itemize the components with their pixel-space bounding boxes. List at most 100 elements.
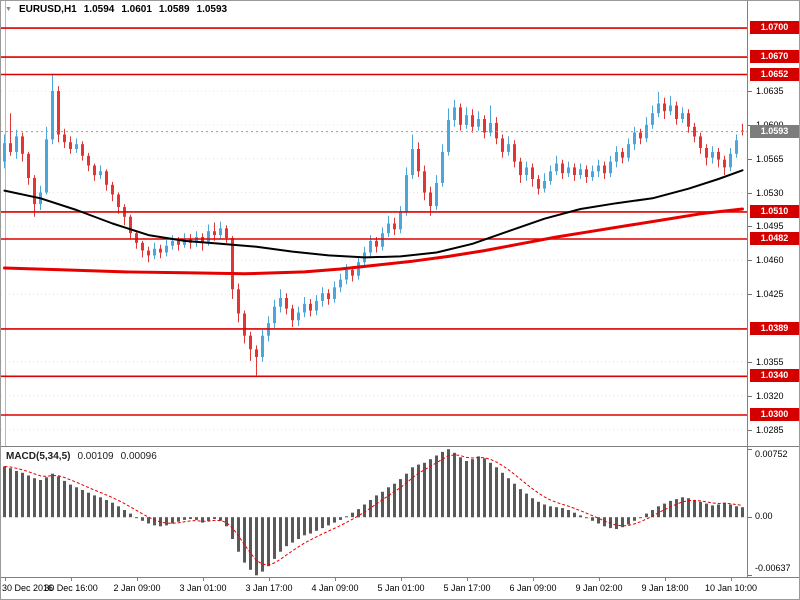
price-level-label: 1.0670 [750, 50, 799, 63]
candle [579, 169, 582, 176]
price-level-label: 1.0510 [750, 205, 799, 218]
candle [195, 237, 198, 243]
candle [537, 179, 540, 189]
candle [663, 103, 666, 112]
candle [453, 107, 456, 120]
macd-signal-value: 0.00096 [120, 451, 157, 462]
macd-histogram-bar [321, 517, 324, 529]
candle [669, 105, 672, 112]
candle [21, 136, 24, 154]
macd-histogram-bar [741, 507, 744, 518]
candle [441, 151, 444, 183]
candle [495, 122, 498, 139]
chevron-down-icon[interactable]: ▼ [5, 5, 12, 13]
macd-chart-canvas[interactable] [1, 447, 747, 577]
price-tick-mark [748, 91, 752, 92]
price-level-label: 1.0652 [750, 68, 799, 81]
time-axis[interactable]: 30 Dec 2016 30 Dec 16:00 2 Jan 09:00 3 Jan … [1, 578, 799, 599]
ohlc-close-value: 1.0593 [196, 4, 228, 15]
macd-histogram-bar [675, 499, 678, 518]
time-tick-mark [599, 578, 600, 581]
ma-red-line [3, 207, 744, 276]
candle [303, 303, 306, 313]
macd-histogram-bar [435, 455, 438, 518]
macd-histogram-bar [393, 483, 396, 518]
time-tick-mark [533, 578, 534, 581]
price-tick-label: 1.0285 [756, 425, 784, 435]
candle [543, 180, 546, 189]
candle [51, 91, 54, 140]
time-tick-mark [731, 578, 732, 581]
time-tick-mark [203, 578, 204, 581]
macd-tick-min: -0.00637 [755, 563, 791, 573]
macd-histogram-bar [63, 480, 66, 518]
macd-histogram-bar [237, 517, 240, 552]
candle [483, 119, 486, 133]
time-label: 10 Jan 10:00 [704, 583, 758, 593]
candle [33, 178, 36, 205]
price-tick-mark [748, 362, 752, 363]
macd-histogram-bar [273, 517, 276, 559]
macd-histogram-bar [57, 476, 60, 518]
macd-histogram-bar [549, 506, 552, 518]
macd-histogram-bar [261, 517, 264, 572]
time-label: 2 Jan 09:00 [113, 583, 161, 593]
macd-histogram-bar [603, 517, 606, 527]
macd-histogram-bar [579, 515, 582, 518]
macd-histogram-bar [729, 504, 732, 518]
candle [255, 349, 258, 357]
candle [549, 171, 552, 181]
candle [525, 167, 528, 176]
macd-histogram-bar [567, 510, 570, 518]
candle [261, 335, 264, 357]
macd-histogram-bar [519, 489, 522, 518]
macd-histogram-bar [441, 451, 444, 518]
candle [561, 163, 564, 174]
candle [117, 194, 120, 208]
macd-histogram-bar [657, 506, 660, 518]
macd-histogram-bar [345, 516, 348, 518]
macd-histogram-bar [459, 457, 462, 518]
current-price-label: 1.0593 [750, 125, 799, 138]
candle [45, 139, 48, 193]
candle [15, 136, 18, 152]
time-tick-mark [71, 578, 72, 581]
candle [657, 103, 660, 114]
time-axis-separator [1, 577, 799, 578]
macd-histogram-bar [183, 517, 186, 520]
candle [501, 138, 504, 152]
macd-histogram-bar [531, 498, 534, 518]
macd-histogram-bar [15, 471, 18, 518]
macd-histogram-bar [69, 484, 72, 518]
candle [387, 223, 390, 234]
candle [63, 134, 66, 143]
macd-histogram-bar [465, 461, 468, 518]
price-chart-canvas[interactable] [1, 1, 747, 446]
candle [651, 113, 654, 125]
ohlc-open-value: 1.0594 [83, 4, 115, 15]
candle [297, 312, 300, 321]
candle [327, 293, 330, 299]
candle [213, 231, 216, 236]
macd-histogram-bar [399, 479, 402, 518]
candle [693, 126, 696, 137]
macd-histogram-bar [699, 501, 702, 518]
macd-histogram-bar [489, 462, 492, 518]
price-tick-label: 1.0495 [756, 221, 784, 231]
chart-header: ▼ EURUSD,H1 1.0594 1.0601 1.0589 1.0593 [5, 4, 227, 15]
macd-histogram-bar [177, 517, 180, 522]
time-tick-mark [401, 578, 402, 581]
macd-histogram-bar [147, 517, 150, 524]
panel-separator[interactable] [1, 446, 799, 447]
candle [87, 155, 90, 166]
candle [75, 144, 78, 149]
candle [81, 144, 84, 156]
macd-histogram-bar [501, 472, 504, 518]
price-axis[interactable]: 1.06351.06001.05651.05301.04951.04601.04… [747, 1, 799, 577]
candle [609, 161, 612, 174]
macd-histogram-bar [75, 487, 78, 518]
candle [621, 151, 624, 158]
candle [417, 149, 420, 172]
macd-histogram-bar [411, 467, 414, 518]
